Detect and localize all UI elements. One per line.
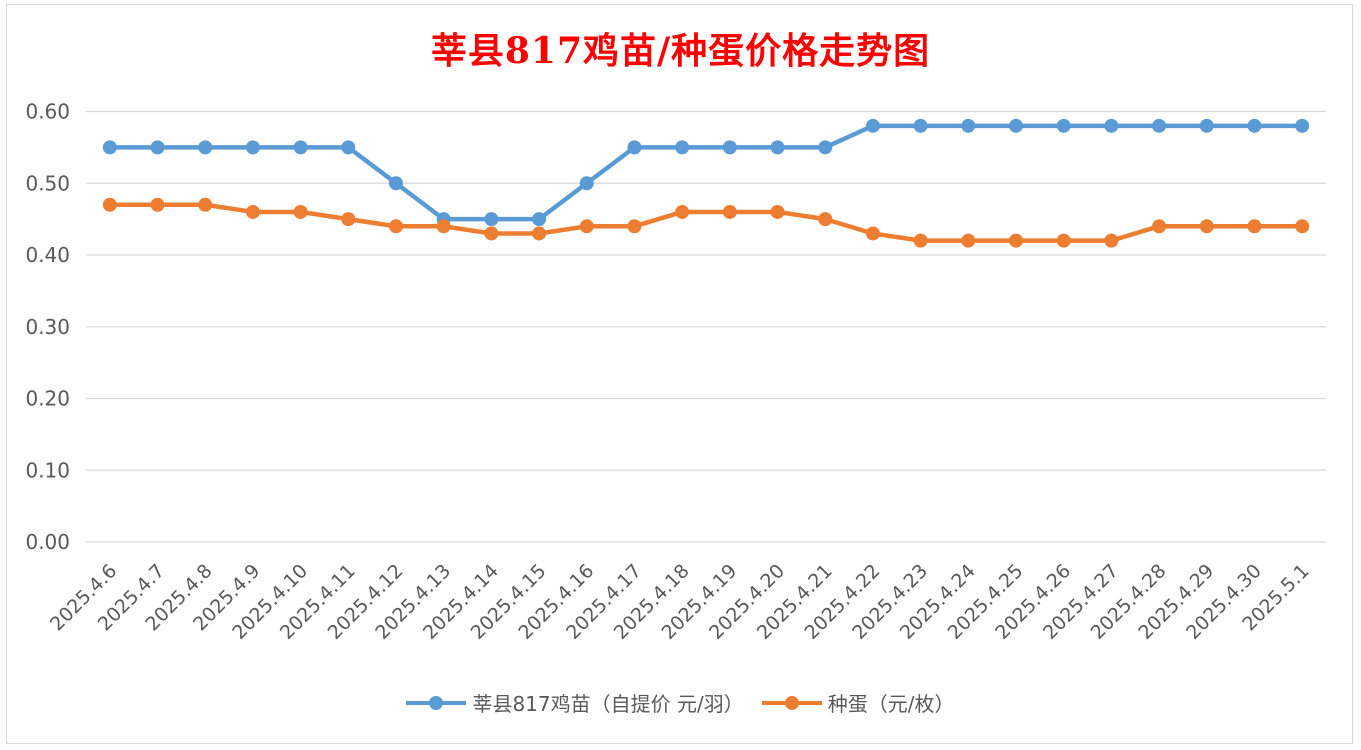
data-point[interactable] bbox=[1295, 118, 1310, 133]
legend-label-egg: 种蛋（元/枚） bbox=[827, 692, 955, 716]
data-point[interactable] bbox=[389, 176, 403, 191]
data-point[interactable] bbox=[1247, 219, 1262, 234]
data-point[interactable] bbox=[198, 197, 213, 212]
data-point[interactable] bbox=[770, 204, 785, 219]
legend-swatch-chick bbox=[406, 691, 467, 715]
data-point[interactable] bbox=[675, 204, 690, 219]
data-point[interactable] bbox=[1009, 118, 1023, 133]
data-point[interactable] bbox=[245, 204, 260, 219]
legend: 莘县817鸡苗（自提价 元/羽） 种蛋（元/枚） bbox=[0, 688, 1361, 717]
y-axis-ticks: 0.00 0.10 0.20 0.30 0.40 0.50 0.60 bbox=[25, 100, 70, 555]
data-point[interactable] bbox=[818, 212, 833, 227]
legend-item-chick[interactable]: 莘县817鸡苗（自提价 元/羽） bbox=[406, 688, 744, 717]
data-point[interactable] bbox=[150, 197, 165, 212]
data-point[interactable] bbox=[722, 140, 737, 155]
gridlines bbox=[86, 110, 1326, 543]
data-point[interactable] bbox=[913, 118, 928, 133]
data-point[interactable] bbox=[1199, 118, 1214, 133]
data-point[interactable] bbox=[484, 226, 499, 241]
y-tick-label: 0.10 bbox=[25, 458, 70, 482]
chart-title: 莘县817鸡苗/种蛋价格走势图 bbox=[430, 30, 931, 72]
data-point[interactable] bbox=[865, 118, 880, 133]
data-point[interactable] bbox=[722, 204, 737, 219]
data-point[interactable] bbox=[770, 140, 785, 155]
data-point[interactable] bbox=[627, 219, 642, 234]
y-tick-label: 0.50 bbox=[25, 171, 70, 195]
series-line bbox=[107, 123, 1305, 222]
data-point[interactable] bbox=[293, 140, 308, 155]
y-tick-label: 0.20 bbox=[25, 387, 70, 411]
data-point[interactable] bbox=[1295, 219, 1310, 234]
data-point[interactable] bbox=[579, 176, 594, 191]
data-point[interactable] bbox=[102, 140, 117, 155]
data-point[interactable] bbox=[1104, 233, 1119, 248]
series-chick bbox=[102, 118, 1310, 227]
data-point[interactable] bbox=[389, 219, 403, 234]
data-point[interactable] bbox=[818, 140, 833, 155]
data-point[interactable] bbox=[961, 233, 976, 248]
data-point[interactable] bbox=[579, 219, 594, 234]
data-point[interactable] bbox=[1009, 233, 1023, 248]
data-point[interactable] bbox=[150, 140, 165, 155]
data-point[interactable] bbox=[436, 219, 451, 234]
legend-swatch-egg bbox=[761, 691, 822, 715]
data-point[interactable] bbox=[1104, 118, 1119, 133]
y-tick-label: 0.00 bbox=[25, 530, 70, 554]
data-point[interactable] bbox=[627, 140, 642, 155]
data-point[interactable] bbox=[532, 212, 547, 227]
data-point[interactable] bbox=[245, 140, 260, 155]
data-point[interactable] bbox=[961, 118, 976, 133]
data-point[interactable] bbox=[1199, 219, 1214, 234]
data-point[interactable] bbox=[102, 197, 117, 212]
data-point[interactable] bbox=[675, 140, 690, 155]
series-line bbox=[107, 202, 1305, 243]
data-point[interactable] bbox=[1056, 233, 1071, 248]
data-point[interactable] bbox=[913, 233, 928, 248]
data-point[interactable] bbox=[1247, 118, 1262, 133]
data-point[interactable] bbox=[1056, 118, 1071, 133]
legend-item-egg[interactable]: 种蛋（元/枚） bbox=[761, 688, 955, 717]
data-point[interactable] bbox=[1152, 118, 1167, 133]
data-point[interactable] bbox=[1152, 219, 1167, 234]
data-point[interactable] bbox=[865, 226, 880, 241]
data-point[interactable] bbox=[293, 204, 308, 219]
data-point[interactable] bbox=[484, 212, 499, 227]
y-tick-label: 0.40 bbox=[25, 243, 70, 267]
x-axis-ticks: 2025.4.62025.4.72025.4.82025.4.92025.4.1… bbox=[46, 560, 1314, 644]
data-point[interactable] bbox=[341, 140, 356, 155]
series-group bbox=[102, 118, 1310, 248]
series-egg bbox=[102, 197, 1310, 248]
legend-label-chick: 莘县817鸡苗（自提价 元/羽） bbox=[472, 692, 744, 716]
y-tick-label: 0.60 bbox=[25, 100, 70, 124]
y-tick-label: 0.30 bbox=[25, 315, 70, 339]
data-point[interactable] bbox=[341, 212, 356, 227]
data-point[interactable] bbox=[532, 226, 547, 241]
data-point[interactable] bbox=[198, 140, 213, 155]
